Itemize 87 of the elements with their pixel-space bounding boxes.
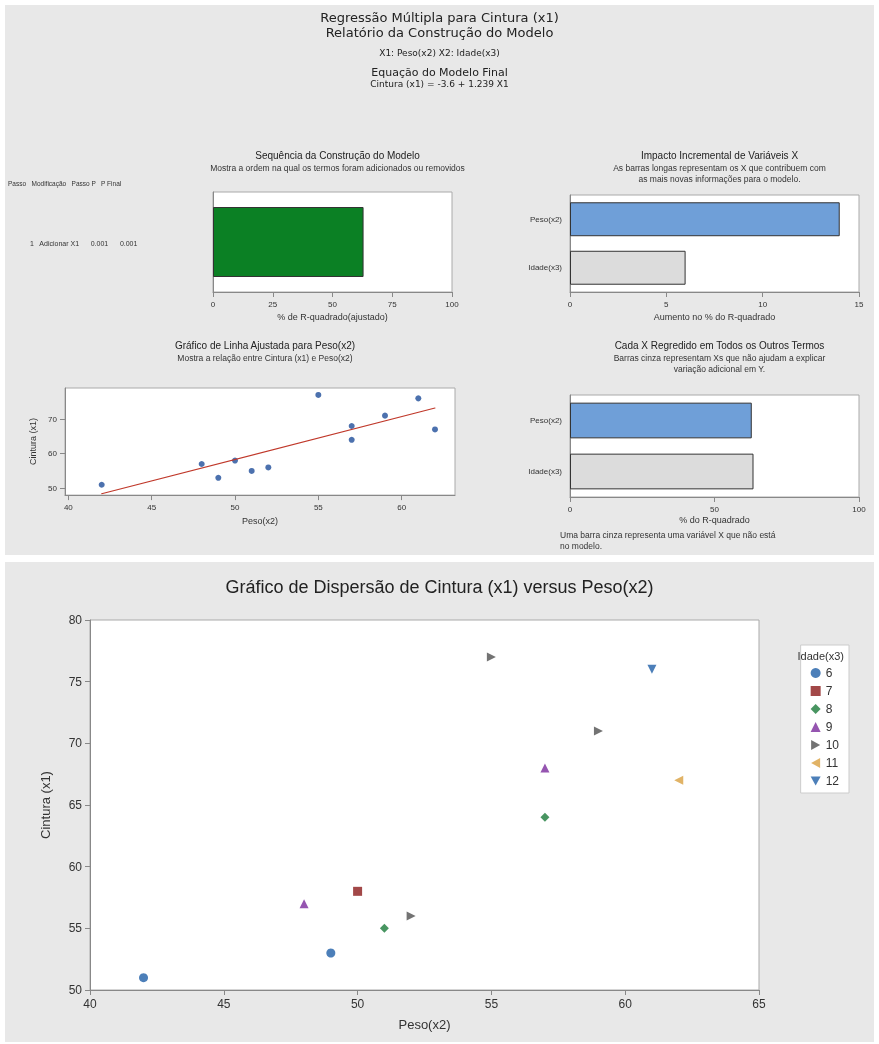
x-tick-label: 50	[328, 299, 338, 309]
point	[382, 412, 388, 419]
y-axis-title: Cintura (x1)	[27, 418, 38, 466]
x-tick-label: 100	[852, 504, 867, 514]
legend-label: 12	[825, 774, 840, 788]
chart-subtitle: As barras longas representam os X que contribuem com as mais novas informações para o modelo.	[613, 162, 826, 184]
point	[486, 652, 496, 662]
point	[593, 726, 603, 736]
x-axis-title: Aumento no % do R-quadrado	[653, 312, 776, 323]
legend-label: 6	[825, 666, 833, 680]
chart-title: Sequência da Construção do Modelo	[255, 149, 421, 161]
y-tick-label: Peso(x2)	[529, 416, 563, 425]
legend-title: Idade(x3)	[797, 649, 845, 662]
chart-title: Impacto Incremental de Variáveis X	[640, 149, 799, 161]
y-tick-label: Peso(x2)	[529, 214, 563, 224]
x-axis-title: Peso(x2)	[241, 515, 279, 526]
x-tick-label: 0	[567, 504, 573, 514]
point	[139, 973, 149, 983]
x-tick-label: 55	[313, 502, 324, 512]
point	[326, 948, 336, 958]
point	[353, 886, 363, 896]
point	[98, 481, 105, 488]
point	[315, 391, 322, 398]
x-tick-label: 50	[230, 502, 240, 512]
point	[432, 426, 438, 433]
x-tick-label: 60	[618, 997, 633, 1011]
x-axis-title: % de R-quadrado(ajustado)	[277, 312, 388, 323]
x-tick-label: 50	[350, 997, 365, 1011]
chart-title: Gráfico de Dispersão de Cintura (x1) versus Peso(x2)	[225, 577, 654, 597]
chart-subtitle: Mostra a ordem na qual os termos foram adicionados ou removidos	[210, 162, 465, 173]
point	[198, 461, 205, 467]
x-axis-title: Peso(x2)	[398, 1017, 451, 1032]
y-tick-label: 55	[68, 921, 83, 936]
x-tick-label: 45	[147, 502, 157, 512]
point	[348, 423, 355, 429]
y-tick-label: 50	[48, 483, 58, 493]
x-tick-label: 5	[664, 299, 670, 309]
text: X1: Peso(x2) X2: Idade(x3)	[378, 48, 501, 58]
y-tick-label: Idade(x3)	[528, 263, 563, 273]
legend-label: 7	[825, 684, 833, 698]
x-tick-label: 65	[752, 997, 766, 1011]
x-tick-label: 55	[484, 997, 499, 1011]
x-tick-label: 40	[63, 502, 74, 512]
point	[215, 474, 222, 481]
chart-subtitle: Barras cinza representam Xs que não ajudam a explicar variação adicional em Y.	[613, 352, 826, 374]
legend-label: 8	[825, 702, 833, 716]
chart-title: Cada X Regredido em Todos os Outros Termos	[614, 339, 825, 351]
point	[540, 763, 550, 773]
y-tick-label: Idade(x3)	[528, 467, 563, 476]
point	[348, 436, 355, 443]
x-tick-label: 15	[854, 299, 864, 309]
y-tick-label: 80	[68, 613, 83, 627]
legend-label: 10	[825, 738, 840, 752]
point	[406, 911, 416, 921]
x-tick-label: 10	[758, 299, 768, 309]
text: Cintura (x1) = -3.6 + 1.239 X1	[369, 79, 510, 89]
y-tick-label: 50	[68, 983, 83, 997]
x-tick-label: 75	[387, 299, 398, 309]
point	[299, 899, 309, 909]
chart-subtitle: Mostra a relação entre Cintura (x1) e Peso(x2)	[177, 352, 353, 363]
point	[540, 812, 550, 822]
x-tick-label: 60	[397, 502, 407, 512]
x-axis-title: % do R-quadrado	[679, 514, 750, 525]
point	[415, 395, 422, 402]
y-tick-label: 60	[48, 449, 58, 459]
point	[647, 664, 657, 674]
x-tick-label: 25	[268, 299, 278, 309]
chart-title: Gráfico de Linha Ajustada para Peso(x2)	[174, 339, 356, 351]
x-tick-label: 0	[210, 299, 216, 309]
y-tick-label: 70	[68, 736, 83, 751]
x-tick-label: 100	[445, 299, 460, 309]
text: Equação do Modelo Final	[370, 66, 509, 79]
legend-label: 9	[825, 720, 833, 734]
y-tick-label: 75	[68, 674, 83, 689]
point	[379, 923, 389, 933]
y-tick-label: 60	[68, 859, 83, 874]
y-axis-title: Cintura (x1)	[38, 771, 53, 839]
point	[248, 467, 255, 474]
text: Regressão Múltipla para Cintura (x1) Relatório da Construção do Modelo	[319, 10, 560, 40]
text: Uma barra cinza representa uma variável X que não está no modelo.	[560, 529, 776, 551]
x-tick-label: 40	[83, 997, 97, 1011]
legend-label: 11	[825, 756, 839, 770]
y-tick-label: 70	[48, 414, 58, 424]
y-tick-label: 65	[68, 798, 83, 812]
x-tick-label: 50	[710, 504, 720, 514]
x-tick-label: 45	[217, 997, 231, 1011]
x-tick-label: 0	[567, 299, 573, 309]
